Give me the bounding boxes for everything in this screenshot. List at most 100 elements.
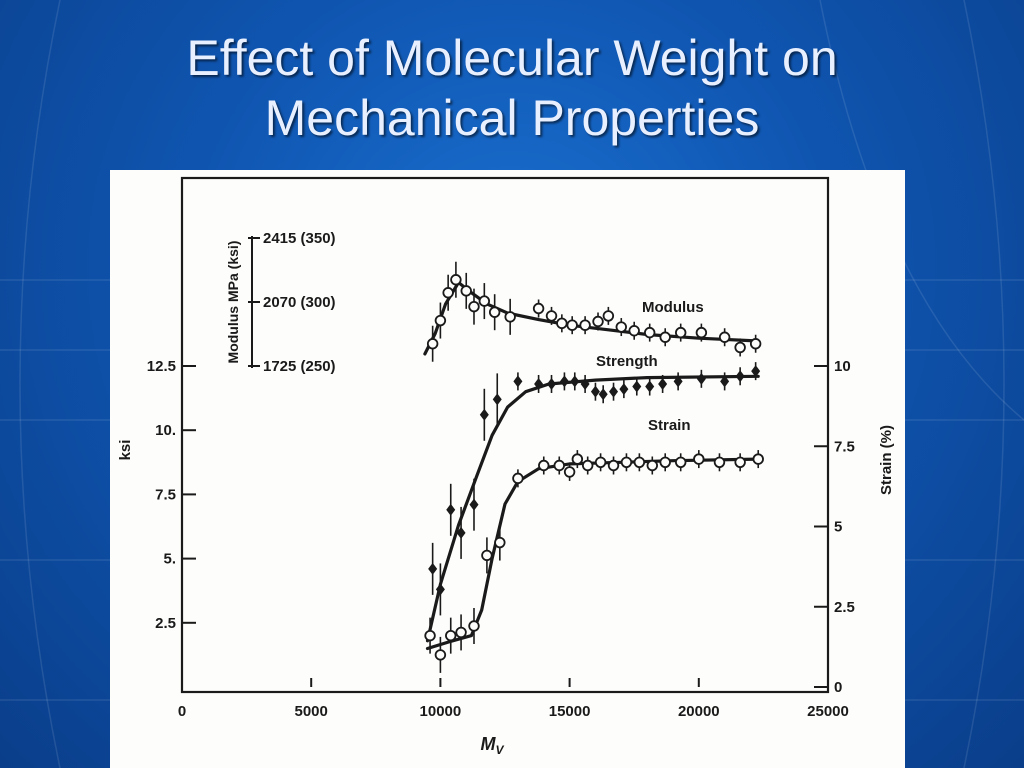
- plot-frame: [180, 176, 830, 694]
- figure-panel: Modulus MPa (ksi) ksi Strain (%) MV 0 500…: [110, 170, 905, 768]
- modulus-point: [488, 306, 501, 318]
- strain-point: [659, 456, 671, 469]
- strength-point: [435, 583, 445, 596]
- strength-point: [720, 375, 730, 388]
- right-tick-label: 7.5: [834, 438, 855, 455]
- strain-point: [481, 549, 493, 562]
- modulus-point: [675, 326, 687, 339]
- modulus-point: [442, 287, 454, 299]
- x-tick-label: 15000: [549, 703, 591, 720]
- strain-point: [620, 456, 633, 469]
- strength-point: [446, 503, 456, 516]
- strain-series-label: Strain: [648, 417, 691, 434]
- modulus-point: [734, 341, 746, 354]
- modulus-tick-label: 2070 (300): [263, 294, 336, 311]
- modulus-point: [628, 325, 640, 337]
- right-tick-label: 2.5: [834, 599, 855, 616]
- modulus-fit-curve: [423, 280, 760, 356]
- modulus-point: [695, 326, 708, 339]
- strength-point: [469, 498, 479, 511]
- left-tick-label: 12.5: [147, 358, 176, 375]
- strain-point: [468, 620, 480, 632]
- modulus-point: [566, 319, 578, 331]
- strength-point: [570, 375, 580, 388]
- x-tick-label: 25000: [807, 703, 849, 720]
- strength-point: [696, 372, 706, 385]
- modulus-point: [615, 321, 627, 333]
- modulus-point: [545, 310, 558, 322]
- strength-point: [598, 388, 608, 401]
- modulus-point: [450, 274, 462, 286]
- strength-point: [580, 377, 590, 390]
- strength-point: [559, 375, 569, 388]
- left-tick-label: 7.5: [155, 486, 176, 503]
- modulus-point: [644, 326, 656, 339]
- strain-point: [581, 459, 594, 472]
- slide-title-line-2: Mechanical Properties: [264, 90, 760, 146]
- strain-point: [563, 466, 576, 478]
- modulus-point: [460, 285, 472, 297]
- strain-fit-curve: [425, 457, 760, 651]
- strength-fit-curve: [425, 374, 760, 643]
- strain-point: [538, 459, 550, 472]
- strain-point: [512, 472, 524, 485]
- strength-point: [547, 377, 557, 390]
- strength-point: [513, 375, 523, 388]
- modulus-point: [426, 338, 439, 350]
- right-tick-label: 0: [834, 679, 842, 696]
- strain-point: [693, 453, 705, 465]
- strain-point: [445, 629, 457, 642]
- strain-point: [607, 459, 620, 472]
- svg-text:ksi: ksi: [117, 440, 134, 461]
- svg-text:Modulus MPa (ksi): Modulus MPa (ksi): [225, 241, 241, 364]
- strength-series-label: Strength: [596, 353, 658, 370]
- right-tick-label: 5: [834, 519, 842, 536]
- strength-point: [456, 526, 466, 539]
- strength-point: [534, 377, 544, 390]
- modulus-axis-title: Modulus MPa (ksi): [225, 241, 241, 364]
- strain-point: [633, 456, 646, 469]
- slide-title-line-1: Effect of Molecular Weight on: [186, 30, 838, 86]
- strength-point: [735, 370, 745, 383]
- x-tick-label: 10000: [420, 703, 462, 720]
- strength-point: [479, 408, 489, 421]
- strength-point: [673, 375, 683, 388]
- strain-point: [713, 456, 726, 469]
- strength-point: [590, 385, 600, 398]
- modulus-point: [749, 338, 762, 350]
- strain-point: [455, 626, 467, 639]
- strength-point: [619, 383, 629, 396]
- modulus-point: [478, 295, 491, 307]
- strain-point: [434, 649, 447, 661]
- x-tick-label: 5000: [295, 703, 328, 720]
- strength-point: [645, 380, 655, 393]
- strength-point: [658, 377, 668, 390]
- strain-point: [553, 459, 565, 472]
- mechanical-properties-chart: Modulus MPa (ksi) ksi Strain (%) MV 0 500…: [117, 176, 895, 757]
- modulus-point: [556, 317, 568, 330]
- modulus-point: [602, 310, 615, 322]
- modulus-point: [592, 315, 604, 328]
- modulus-point: [579, 319, 591, 331]
- x-tick-label: 0: [178, 703, 186, 720]
- strain-point: [571, 453, 584, 465]
- right-tick-label: 10: [834, 358, 851, 375]
- modulus-point: [468, 300, 480, 313]
- modulus-point: [659, 331, 671, 343]
- modulus-tick-label: 1725 (250): [263, 358, 336, 375]
- strength-point: [632, 380, 642, 393]
- svg-text:Strain (%): Strain (%): [878, 425, 895, 495]
- strength-point: [609, 385, 619, 398]
- strength-point: [492, 393, 502, 406]
- x-tick-label: 20000: [678, 703, 720, 720]
- strain-point: [752, 453, 764, 465]
- right-axis-title: Strain (%): [878, 425, 895, 495]
- strain-point: [424, 629, 436, 642]
- modulus-point: [434, 314, 447, 327]
- modulus-tick-label: 2415 (350): [263, 230, 336, 247]
- strength-point: [428, 562, 438, 575]
- strain-point: [646, 459, 658, 472]
- left-axis-title: ksi: [117, 440, 134, 461]
- strain-point: [594, 456, 607, 469]
- modulus-point: [718, 331, 731, 343]
